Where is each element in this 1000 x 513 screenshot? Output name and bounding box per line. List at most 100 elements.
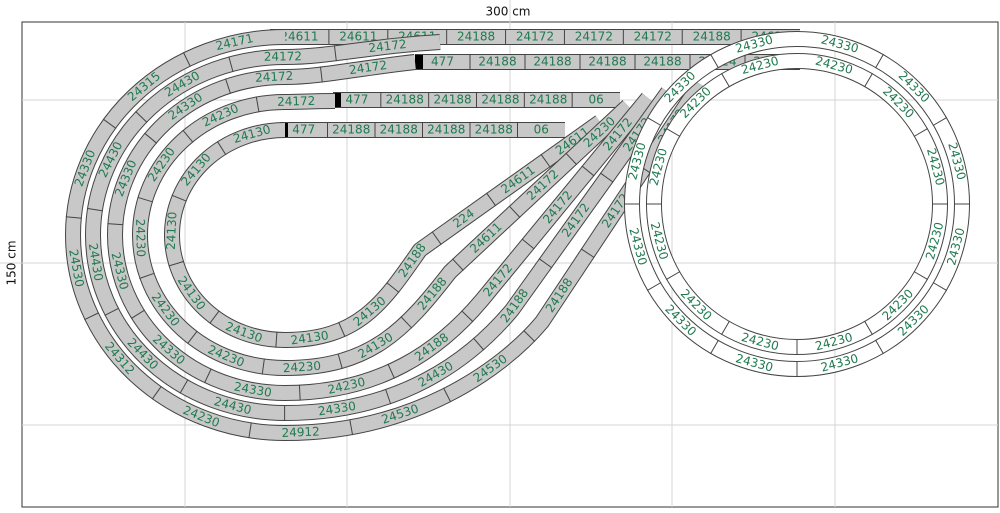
piece-label: 24188 [693, 30, 731, 44]
piece-joint [665, 128, 681, 137]
piece-joint [261, 358, 265, 375]
piece-joint [665, 271, 681, 280]
piece-joint [443, 387, 452, 403]
piece-joint [139, 272, 155, 279]
piece-joint [875, 339, 884, 355]
piece-joint [472, 337, 485, 351]
piece-label: 24230 [133, 219, 148, 257]
piece-joint [710, 339, 719, 355]
piece-joint [137, 196, 153, 203]
piece-joint [521, 238, 535, 250]
track-body [86, 35, 674, 420]
piece-joint [102, 118, 117, 129]
piece-joint [151, 385, 162, 400]
piece-label: 24188 [475, 123, 513, 137]
piece-joint [135, 111, 148, 123]
piece-joint [255, 96, 260, 113]
buffer-stop [333, 93, 341, 107]
piece-joint [721, 72, 730, 88]
piece-joint [204, 368, 212, 384]
piece-joint [333, 45, 337, 62]
track: 477 24188 24188 24188 24188 06 [280, 122, 565, 138]
piece-label: 24130 [164, 211, 180, 250]
piece-joint [386, 282, 400, 293]
piece-joint [599, 172, 614, 183]
piece-joint [228, 56, 234, 73]
piece-joint [452, 258, 464, 271]
piece-joint [182, 52, 191, 67]
piece-joint [209, 310, 220, 324]
height-label: 150 cm [5, 240, 19, 285]
piece-label: 24172 [516, 30, 554, 44]
piece-label: 24130 [290, 328, 330, 347]
piece-joint [864, 320, 873, 336]
piece-label: 24172 [348, 58, 388, 77]
piece-joint [275, 331, 278, 348]
piece-label: 24188 [427, 123, 465, 137]
piece-label: 24611 [339, 30, 377, 44]
piece-joint [104, 307, 120, 316]
piece-label: 24172 [255, 69, 294, 85]
track-body [66, 30, 706, 440]
piece-joint [337, 353, 343, 370]
width-label: 300 cm [485, 5, 530, 19]
piece-joint [385, 388, 392, 405]
piece-joint [540, 153, 551, 168]
piece-joint [461, 310, 474, 323]
piece-label: 24188 [478, 55, 516, 69]
piece-joint [646, 117, 662, 126]
piece-joint [932, 282, 948, 291]
piece-label: 24188 [643, 55, 681, 69]
piece-joint [84, 312, 100, 321]
track: 2423024230242302423024230242302423024230… [646, 53, 948, 355]
piece-joint [565, 152, 578, 166]
piece-joint [538, 258, 553, 269]
piece-joint [523, 330, 536, 342]
piece-label: 24530 [66, 248, 87, 288]
piece-joint [710, 53, 719, 69]
piece-label: 24188 [588, 55, 626, 69]
piece-label: 24172 [575, 30, 613, 44]
piece-label: 24188 [481, 93, 519, 107]
track: 24611 24611 24611 24188 24172 24172 24172 24188… [270, 29, 800, 45]
track-body [165, 116, 605, 347]
piece-label: 24172 [368, 37, 408, 55]
track-body [108, 55, 654, 400]
piece-label: 24430 [86, 242, 106, 282]
piece-label: 24188 [380, 123, 418, 137]
piece-joint [581, 165, 595, 177]
piece-joint [65, 216, 82, 219]
piece-label: 24912 [281, 424, 320, 440]
piece-joint [187, 330, 198, 345]
piece-joint [107, 223, 124, 226]
piece-joint [508, 205, 521, 218]
piece-label: 24188 [433, 93, 471, 107]
piece-joint [875, 53, 884, 69]
piece-joint [431, 231, 442, 245]
piece-label: 24188 [529, 93, 567, 107]
piece-label: 477 [345, 93, 368, 107]
piece-label: 24188 [386, 93, 424, 107]
track-body [133, 94, 633, 375]
piece-joint [580, 248, 595, 259]
piece-joint [216, 141, 227, 156]
piece-label: 24611 [280, 30, 318, 44]
piece-joint [248, 422, 252, 439]
piece-joint [298, 384, 301, 401]
piece-joint [721, 320, 730, 336]
piece-joint [144, 132, 158, 144]
piece-joint [171, 194, 187, 202]
piece-label: 24188 [332, 123, 370, 137]
piece-joint [349, 419, 354, 436]
piece-label: 24330 [317, 399, 357, 419]
piece-joint [864, 72, 873, 88]
piece-label: 06 [588, 93, 603, 107]
piece-joint [400, 316, 413, 329]
piece-label: 24188 [457, 30, 495, 44]
piece-joint [130, 309, 145, 319]
piece-joint [179, 379, 189, 394]
piece-label: 477 [431, 55, 454, 69]
piece-label: 24172 [634, 30, 672, 44]
